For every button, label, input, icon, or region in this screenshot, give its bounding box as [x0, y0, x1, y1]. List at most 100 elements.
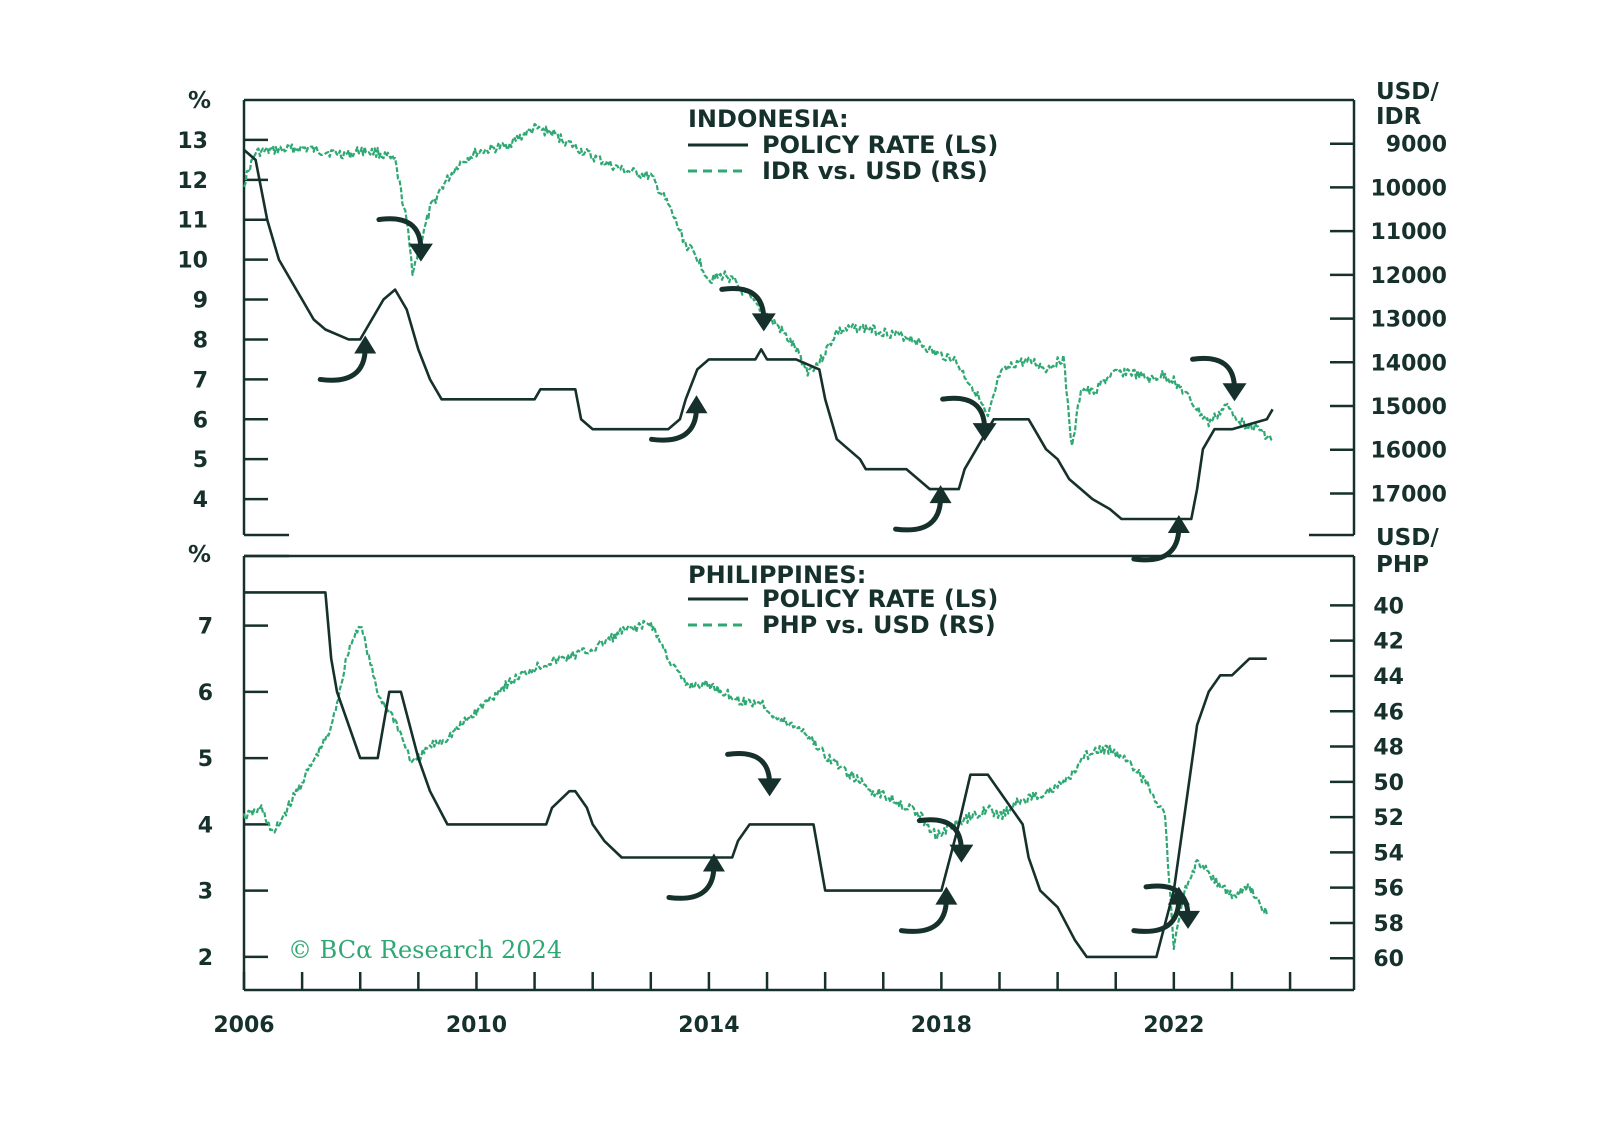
indonesia-right-unit-2: IDR — [1376, 104, 1422, 130]
indonesia-right-tick-label: 13000 — [1370, 308, 1447, 333]
philippines-legend-title: PHILIPPINES: — [688, 561, 866, 589]
indonesia-down-arrow — [376, 216, 433, 262]
philippines-series — [242, 591, 1268, 959]
philippines-right-tick-label: 52 — [1373, 806, 1404, 831]
indonesia-policy-rate-line — [243, 148, 1274, 521]
arrow-head — [1176, 910, 1201, 929]
arrow-head — [935, 886, 958, 905]
indonesia-down-arrow — [1190, 355, 1247, 402]
philippines-policy-rate-line — [244, 591, 1267, 959]
arrow-head — [949, 844, 974, 863]
philippines-left-tick-label: 6 — [198, 681, 213, 706]
indonesia-right-tick-label: 11000 — [1370, 220, 1447, 245]
philippines-left-unit: % — [188, 542, 211, 568]
indonesia-up-arrow — [893, 485, 952, 533]
indonesia-legend-policy-label: POLICY RATE (LS) — [762, 131, 998, 159]
philippines-right-tick-label: 54 — [1373, 841, 1404, 866]
indonesia-arrows — [317, 216, 1247, 563]
indonesia-left-unit: % — [188, 88, 211, 114]
arrow-shaft — [1143, 883, 1191, 920]
indonesia-left-tick-label: 4 — [193, 488, 208, 513]
indonesia-left-tick-label: 6 — [193, 408, 208, 433]
x-tick-label: 2010 — [446, 1013, 507, 1038]
indonesia-down-arrow — [940, 395, 997, 442]
indonesia-right-tick-label: 16000 — [1370, 439, 1447, 464]
philippines-legend: PHILIPPINES: POLICY RATE (LS) PHP vs. US… — [688, 561, 998, 639]
indonesia-right-tick-label: 14000 — [1370, 351, 1447, 376]
indonesia-left-tick-label: 9 — [193, 289, 208, 314]
indonesia-left-tick-label: 7 — [193, 368, 208, 393]
arrow-shaft — [666, 862, 717, 901]
philippines-left-tick-label: 3 — [198, 880, 213, 905]
indonesia-legend-title: INDONESIA: — [688, 105, 849, 133]
x-tick-label: 2022 — [1143, 1013, 1204, 1038]
philippines-right-tick-label: 48 — [1373, 736, 1404, 761]
philippines-down-arrow — [725, 751, 782, 797]
arrow-shaft — [317, 344, 368, 383]
x-tick-label: 2014 — [678, 1013, 739, 1038]
philippines-right-tick-label: 46 — [1373, 700, 1404, 725]
arrow-head — [1167, 515, 1190, 534]
philippines-up-arrow — [666, 853, 725, 901]
philippines-up-arrow — [898, 886, 958, 934]
arrow-shaft — [1131, 524, 1182, 563]
philippines-right-tick-label: 50 — [1373, 771, 1404, 796]
arrow-shaft — [898, 896, 949, 934]
indonesia-legend-currency-label: IDR vs. USD (RS) — [762, 157, 988, 185]
arrow-head — [354, 335, 377, 354]
indonesia-right-unit-1: USD/ — [1376, 79, 1439, 105]
x-tick-label: 2018 — [911, 1013, 972, 1038]
x-tick-label: 2006 — [213, 1013, 274, 1038]
philippines-right-tick-label: 58 — [1373, 912, 1404, 937]
philippines-down-arrow — [1143, 883, 1201, 929]
philippines-right-unit-2: PHP — [1376, 552, 1429, 578]
philippines-right-tick-label: 44 — [1373, 665, 1404, 690]
philippines-left-tick-label: 7 — [198, 615, 213, 640]
philippines-right-unit-1: USD/ — [1376, 525, 1439, 551]
indonesia-down-arrow — [719, 286, 776, 332]
indonesia-left-tick-label: 8 — [193, 328, 208, 353]
arrow-shaft — [916, 817, 964, 854]
arrow-head — [751, 313, 776, 332]
arrow-head — [702, 853, 725, 872]
philippines-left-tick-label: 4 — [198, 813, 213, 838]
indonesia-up-arrow — [1131, 515, 1190, 563]
philippines-right-tick-label: 40 — [1373, 594, 1404, 619]
arrow-head — [929, 485, 952, 504]
philippines-arrows — [666, 751, 1201, 934]
indonesia-panel: 4 5 6 7 8 9 10 11 12 13 9000 10000 11000 12000 13000 14… — [177, 79, 1447, 563]
arrow-head — [1222, 383, 1247, 402]
indonesia-series — [242, 122, 1274, 521]
philippines-down-arrow — [916, 817, 974, 863]
indonesia-right-tick-label: 17000 — [1370, 482, 1447, 507]
philippines-currency-line — [242, 619, 1268, 951]
indonesia-right-tick-label: 9000 — [1386, 133, 1447, 158]
philippines-right-tick-label: 60 — [1373, 947, 1404, 972]
indonesia-left-tick-label: 5 — [193, 448, 208, 473]
indonesia-right-tick-label: 10000 — [1370, 176, 1447, 201]
arrow-head — [972, 423, 997, 442]
indonesia-up-arrow — [648, 395, 708, 443]
philippines-left-tick-label: 5 — [198, 747, 213, 772]
indonesia-legend: INDONESIA: POLICY RATE (LS) IDR vs. USD … — [688, 105, 998, 185]
indonesia-axes: 4 5 6 7 8 9 10 11 12 13 9000 10000 11000 12000 13000 14… — [177, 98, 1447, 537]
x-axis: 2006 2010 2014 2018 2022 — [213, 972, 1292, 1038]
arrow-shaft — [719, 286, 767, 322]
indonesia-left-tick-label: 11 — [177, 209, 208, 234]
arrow-shaft — [648, 404, 699, 443]
arrow-shaft — [940, 395, 988, 432]
arrow-shaft — [376, 216, 424, 253]
philippines-right-tick-label: 56 — [1373, 877, 1404, 902]
indonesia-left-tick-label: 12 — [177, 169, 208, 194]
copyright-text: © BCα Research 2024 — [288, 936, 562, 964]
arrow-head — [685, 395, 708, 414]
philippines-legend-policy-label: POLICY RATE (LS) — [762, 585, 998, 613]
philippines-legend-currency-label: PHP vs. USD (RS) — [762, 611, 996, 639]
arrow-shaft — [725, 751, 773, 787]
indonesia-right-tick-label: 12000 — [1370, 264, 1447, 289]
indonesia-currency-line — [242, 122, 1274, 447]
indonesia-left-tick-label: 13 — [177, 129, 208, 154]
